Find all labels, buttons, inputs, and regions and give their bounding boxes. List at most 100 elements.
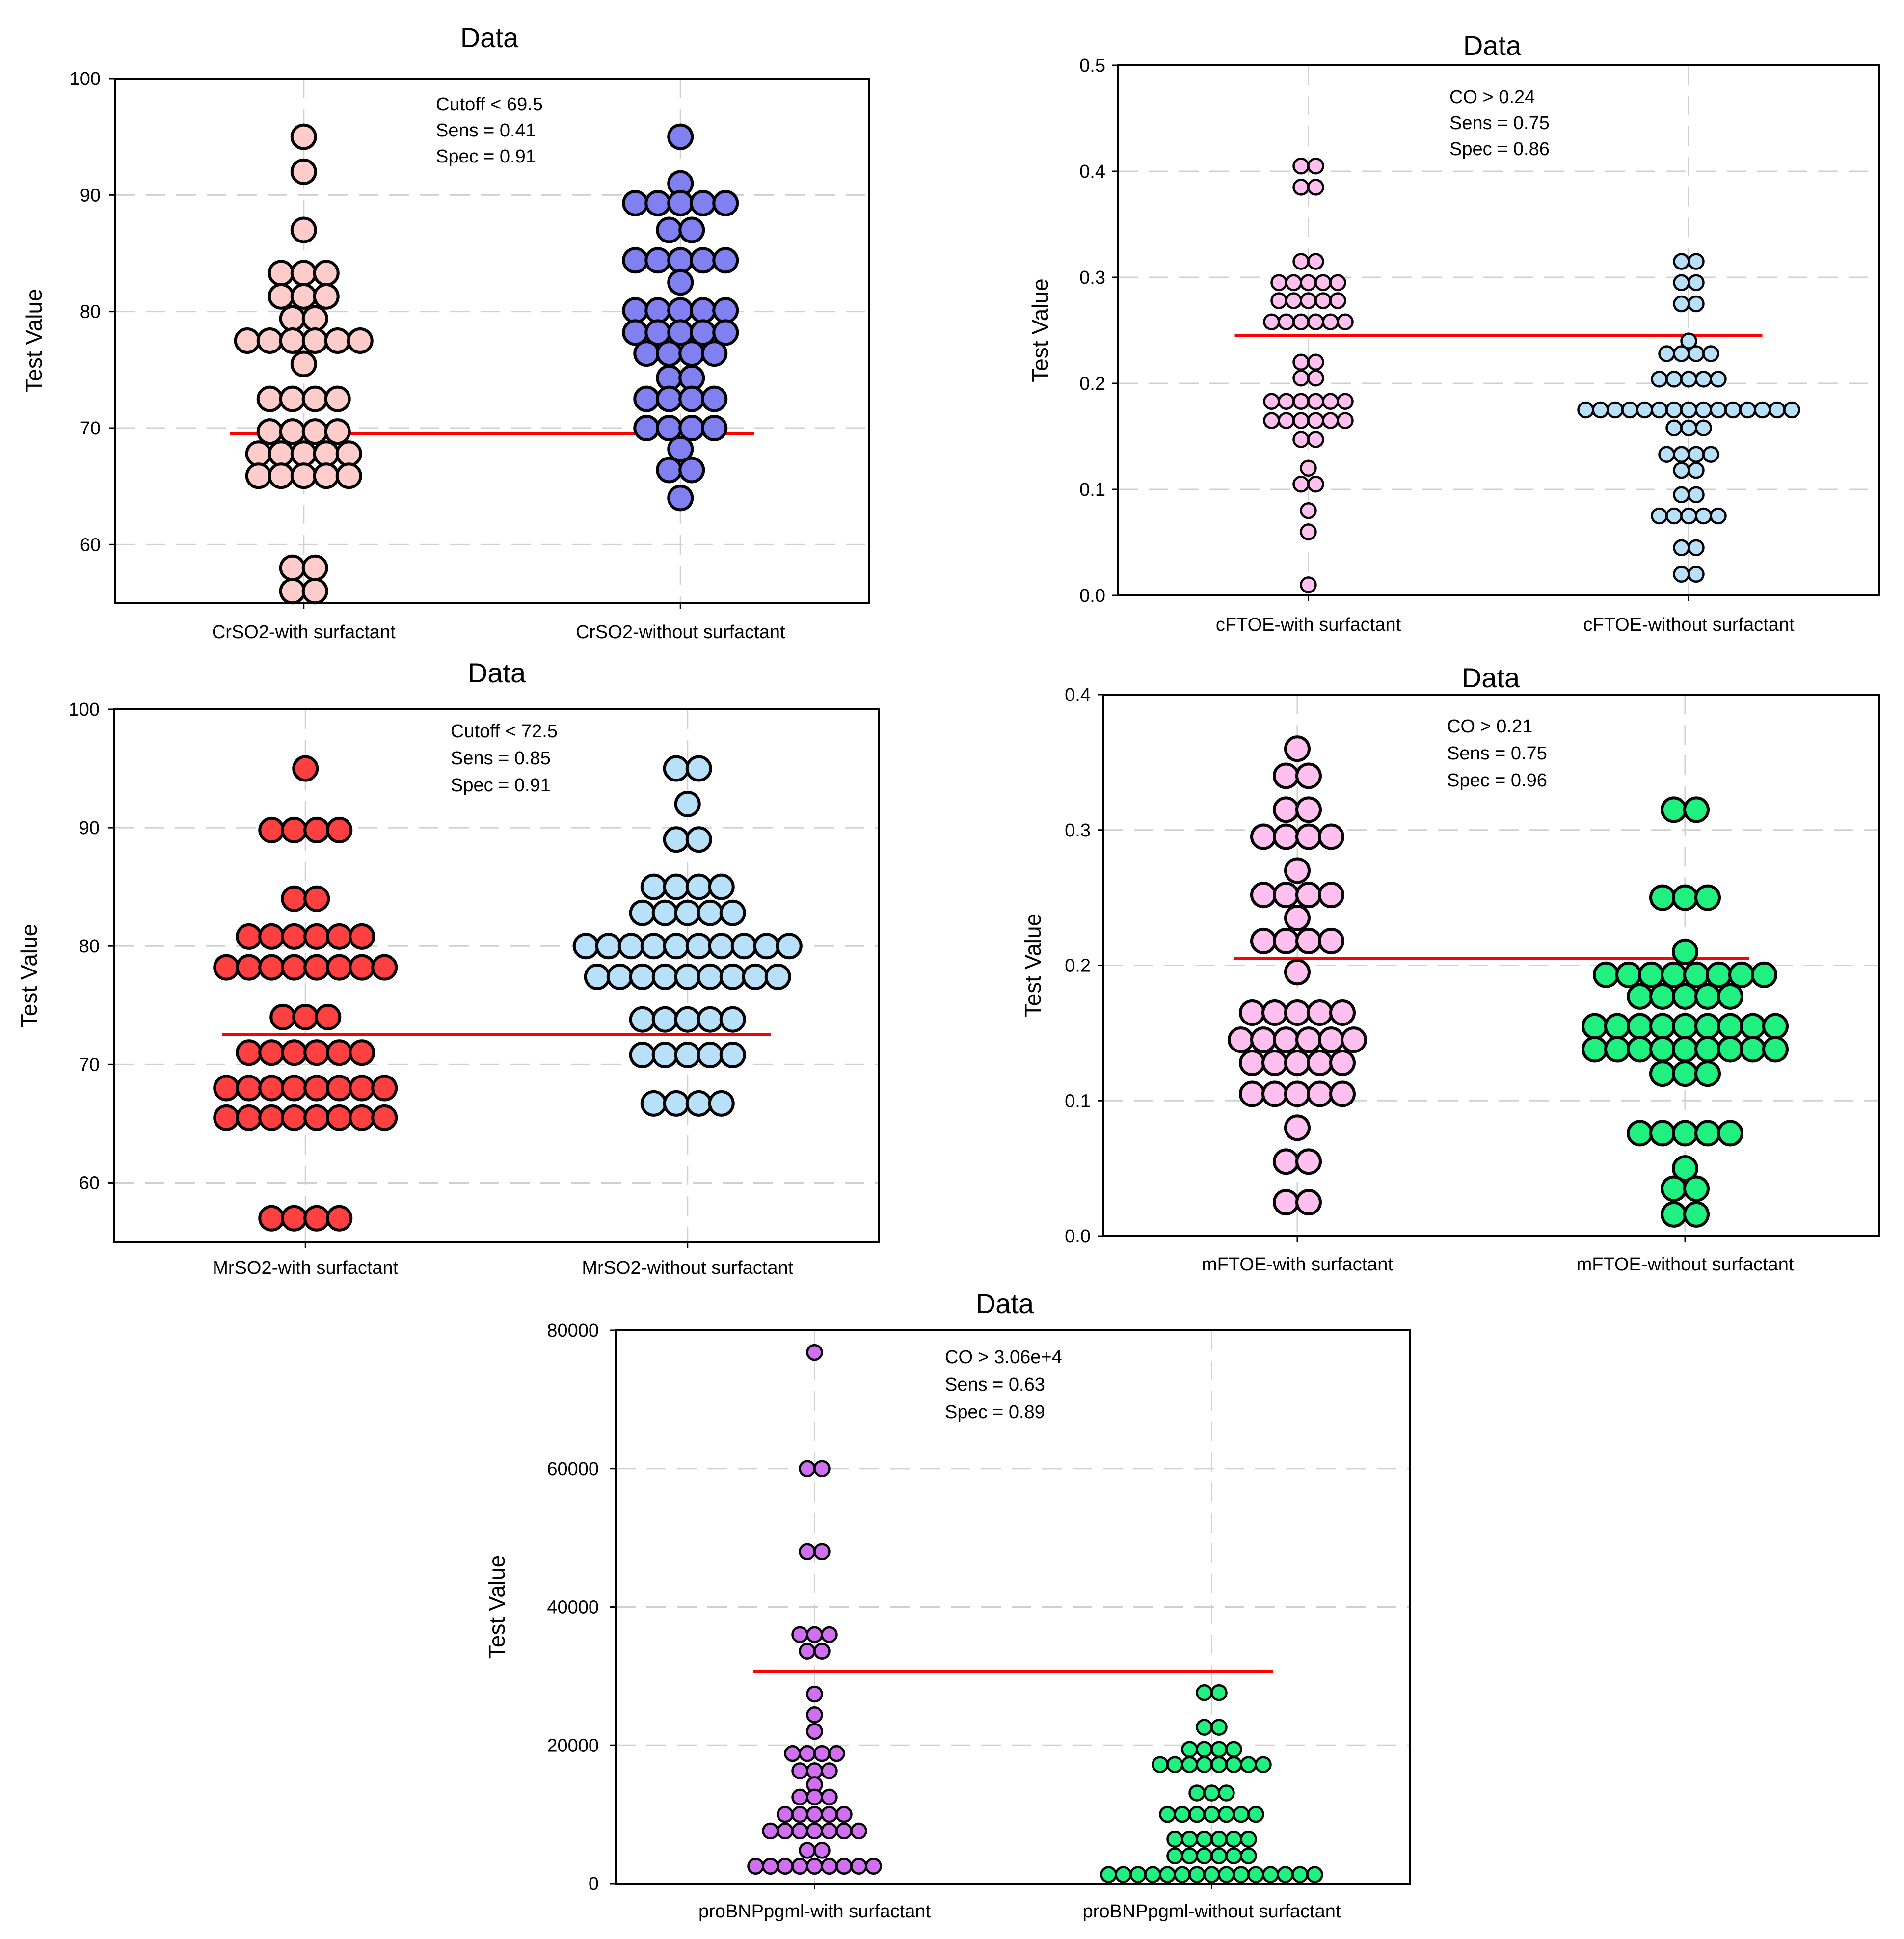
data-point — [663, 826, 690, 853]
data-point — [685, 1090, 712, 1117]
data-point — [690, 297, 717, 324]
data-point — [245, 440, 272, 467]
data-point — [764, 963, 791, 990]
data-point — [1695, 507, 1712, 525]
data-point — [1577, 401, 1594, 419]
data-point — [1225, 1756, 1242, 1773]
data-point — [1292, 412, 1310, 429]
data-point — [258, 1075, 285, 1102]
y-tick-label: 90 — [80, 185, 101, 206]
data-point — [1159, 1805, 1176, 1823]
data-point — [1341, 1026, 1367, 1053]
data-point — [1295, 1026, 1322, 1053]
stats-annotation: Sens = 0.41 — [436, 120, 536, 141]
data-point — [806, 1344, 823, 1361]
data-point — [1649, 1120, 1676, 1147]
data-point — [245, 462, 272, 489]
data-point — [1329, 1050, 1356, 1077]
stats-annotation: Sens = 0.63 — [945, 1374, 1045, 1395]
data-point — [1240, 1831, 1257, 1848]
data-point — [850, 1822, 867, 1840]
data-point — [656, 457, 683, 484]
data-point — [1688, 295, 1705, 313]
data-point — [1694, 884, 1721, 911]
data-point — [1649, 1036, 1676, 1063]
data-point — [1673, 446, 1690, 463]
data-point — [279, 305, 306, 332]
data-point — [1769, 401, 1786, 419]
data-point — [349, 923, 375, 950]
data-point — [1250, 1026, 1277, 1053]
data-point — [1129, 1866, 1147, 1883]
data-point — [326, 1104, 353, 1131]
stats-annotation: Cutoff < 69.5 — [436, 94, 543, 115]
chart-title: Data — [976, 1288, 1034, 1319]
data-point — [1295, 882, 1322, 909]
data-point — [633, 340, 660, 367]
data-point — [1218, 1784, 1235, 1802]
data-point — [690, 189, 717, 216]
data-point — [1651, 507, 1668, 525]
data-point — [234, 327, 261, 354]
data-point — [835, 1822, 853, 1840]
data-point — [1295, 1148, 1322, 1175]
chart-panel-mftoe: Data Test Value 0.0 0.1 0.2 0.3 0.4 mFTOE-with … — [972, 648, 1904, 1286]
data-point — [256, 327, 283, 354]
data-point — [236, 1075, 263, 1102]
data-point — [281, 1104, 308, 1131]
data-point — [850, 1858, 867, 1875]
data-point — [1672, 884, 1698, 911]
data-point — [1239, 999, 1265, 1026]
data-point — [835, 1805, 853, 1823]
data-point — [685, 873, 712, 900]
data-point — [326, 1205, 353, 1232]
plot-frame — [114, 78, 870, 604]
stats-annotation: CO > 0.24 — [1449, 87, 1535, 108]
data-point — [1295, 796, 1322, 823]
y-tick-label: 60000 — [547, 1459, 599, 1480]
data-point — [674, 1006, 701, 1033]
data-point — [1166, 1831, 1183, 1848]
data-point — [762, 1822, 779, 1840]
data-point — [1582, 1013, 1608, 1040]
data-point — [685, 755, 712, 782]
data-point — [1329, 999, 1356, 1026]
data-point — [290, 260, 317, 287]
data-point — [806, 1706, 823, 1724]
data-point — [1307, 393, 1324, 410]
data-point — [1627, 1036, 1653, 1063]
data-point — [1751, 961, 1777, 988]
data-point — [1673, 345, 1690, 362]
chart-mftoe: Data Test Value 0.0 0.1 0.2 0.3 0.4 mFTOE-with … — [1020, 662, 1880, 1275]
data-point — [281, 923, 308, 950]
data-point — [301, 327, 328, 354]
data-point — [629, 899, 656, 926]
data-point — [1166, 1756, 1183, 1773]
data-point — [719, 1006, 746, 1033]
data-point — [622, 247, 649, 274]
data-point — [806, 1685, 823, 1703]
data-point — [1724, 401, 1742, 419]
data-point — [1680, 507, 1697, 525]
data-point — [663, 933, 690, 960]
data-point — [1284, 999, 1311, 1026]
data-point — [1322, 393, 1339, 410]
chart-title: Data — [460, 22, 519, 53]
x-category-label: CrSO2-without surfactant — [576, 622, 785, 643]
data-point — [1673, 253, 1690, 270]
data-point — [674, 1042, 701, 1069]
data-point — [1673, 486, 1690, 504]
data-point — [1307, 1050, 1333, 1077]
data-point — [1263, 412, 1280, 429]
x-category-label: MrSO2-with surfactant — [213, 1258, 398, 1278]
data-point — [1665, 507, 1683, 525]
data-point — [1261, 1080, 1288, 1107]
data-point — [777, 1822, 794, 1840]
stats-annotation: Spec = 0.86 — [1449, 139, 1550, 160]
data-point — [1181, 1741, 1198, 1758]
data-point — [292, 755, 319, 782]
data-point — [269, 1003, 296, 1030]
data-point — [1314, 274, 1332, 292]
data-point — [667, 247, 694, 274]
data-point — [1295, 823, 1322, 850]
